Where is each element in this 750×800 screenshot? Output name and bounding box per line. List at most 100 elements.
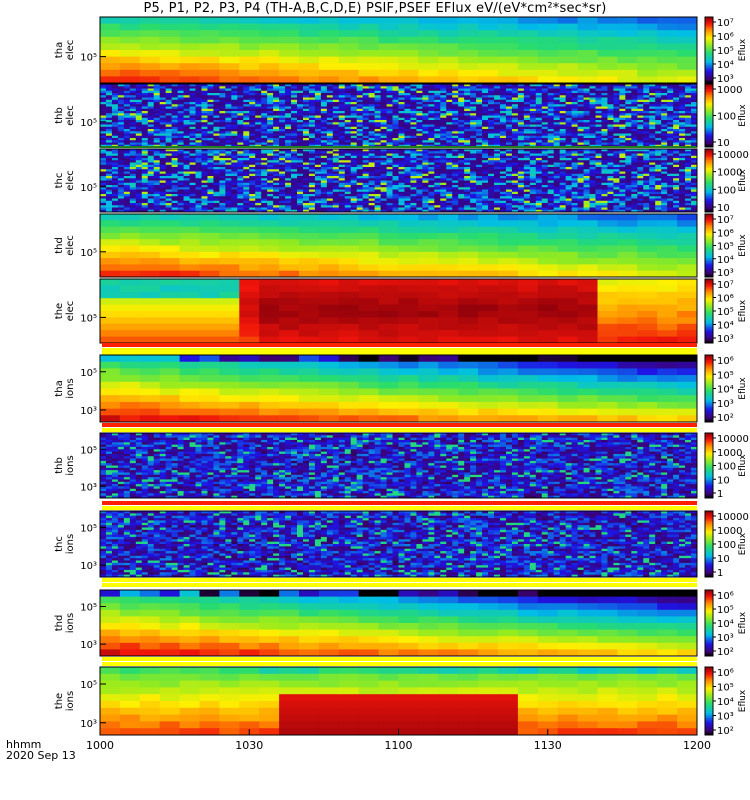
heatmap-cell: [350, 133, 358, 137]
heatmap-cell: [482, 117, 489, 121]
heatmap-cell: [297, 191, 304, 195]
heatmap-cell: [117, 126, 125, 130]
heatmap-cell: [356, 122, 364, 125]
heatmap-cell: [595, 129, 602, 132]
heatmap-cell: [499, 135, 507, 139]
heatmap-cell: [428, 131, 435, 134]
heatmap-cell: [273, 162, 280, 166]
heatmap-cell: [398, 120, 405, 123]
heatmap-cell: [350, 113, 358, 116]
heatmap-cell: [147, 115, 155, 119]
heatmap-cell: [219, 56, 240, 64]
heatmap-cell: [189, 104, 196, 107]
heatmap-cell: [380, 104, 387, 107]
heatmap-cell: [261, 133, 268, 137]
colorbar-swatch: [705, 134, 713, 137]
heatmap-cell: [344, 95, 352, 98]
heatmap-cell: [452, 113, 459, 116]
heatmap-cell: [416, 131, 423, 134]
heatmap-cell: [201, 185, 208, 188]
heatmap-cell: [195, 178, 202, 181]
heatmap-cell: [117, 191, 125, 195]
heatmap-cell: [661, 113, 668, 116]
heatmap-cell: [434, 140, 441, 143]
heatmap-cell: [685, 99, 692, 103]
heatmap-cell: [565, 99, 573, 103]
heatmap-cell: [649, 95, 656, 98]
heatmap-cell: [100, 111, 107, 114]
heatmap-cell: [565, 86, 573, 89]
heatmap-cell: [452, 133, 459, 137]
heatmap-cell: [398, 93, 405, 96]
heatmap-cell: [231, 117, 238, 121]
heatmap-cell: [165, 209, 173, 213]
heatmap-cell: [649, 88, 656, 92]
heatmap-cell: [123, 207, 131, 211]
heatmap-cell: [285, 209, 292, 213]
heatmap-cell: [470, 124, 477, 128]
heatmap-cell: [416, 106, 423, 110]
heatmap-cell: [613, 138, 620, 141]
heatmap-cell: [117, 200, 125, 204]
heatmap-cell: [398, 69, 419, 77]
heatmap-cell: [129, 203, 137, 206]
heatmap-cell: [237, 203, 244, 206]
heatmap-cell: [428, 113, 435, 116]
heatmap-cell: [458, 93, 465, 96]
heatmap-cell: [547, 99, 555, 103]
heatmap-cell: [302, 131, 310, 134]
heatmap-cell: [189, 95, 196, 98]
heatmap-cell: [649, 113, 656, 116]
heatmap-cell: [302, 180, 310, 184]
heatmap-cell: [207, 99, 214, 103]
heatmap-cell: [171, 160, 179, 163]
heatmap-cell: [183, 142, 190, 146]
colorbar-swatch: [705, 23, 713, 26]
heatmap-cell: [259, 76, 280, 84]
heatmap-cell: [117, 90, 125, 94]
heatmap-cell: [189, 205, 196, 208]
heatmap-cell: [404, 140, 411, 143]
heatmap-cell: [219, 76, 240, 84]
heatmap-cell: [685, 138, 692, 141]
heatmap-cell: [368, 131, 376, 134]
heatmap-cell: [285, 106, 292, 110]
heatmap-cell: [446, 142, 453, 146]
heatmap-cell: [617, 56, 638, 64]
heatmap-cell: [297, 164, 304, 168]
heatmap-cell: [458, 133, 465, 137]
heatmap-cell: [261, 111, 268, 114]
heatmap-cell: [589, 115, 596, 119]
heatmap-cell: [195, 151, 202, 154]
heatmap-cell: [326, 135, 334, 139]
heatmap-cell: [279, 176, 286, 179]
heatmap-cell: [273, 151, 280, 154]
heatmap-cell: [601, 124, 608, 128]
heatmap-cell: [302, 189, 310, 193]
heatmap-cell: [326, 142, 334, 146]
heatmap-cell: [141, 90, 149, 94]
heatmap-cell: [499, 99, 507, 103]
heatmap-cell: [189, 131, 196, 134]
heatmap-cell: [607, 102, 614, 105]
heatmap-cell: [470, 99, 477, 103]
heatmap-cell: [589, 131, 596, 134]
heatmap-cell: [243, 133, 250, 137]
heatmap-cell: [314, 182, 322, 186]
heatmap-cell: [273, 117, 280, 121]
heatmap-cell: [100, 155, 107, 159]
heatmap-cell: [589, 108, 596, 112]
heatmap-cell: [207, 151, 214, 154]
heatmap-cell: [207, 182, 214, 186]
heatmap-cell: [350, 99, 358, 103]
heatmap-cell: [649, 90, 656, 94]
heatmap-cell: [667, 95, 674, 98]
heatmap-cell: [100, 138, 107, 141]
heatmap-cell: [171, 129, 179, 132]
heatmap-cell: [195, 155, 202, 159]
heatmap-cell: [464, 84, 471, 87]
heatmap-cell: [123, 115, 131, 119]
heatmap-cell: [362, 138, 370, 141]
heatmap-cell: [111, 189, 119, 193]
heatmap-cell: [523, 115, 531, 119]
